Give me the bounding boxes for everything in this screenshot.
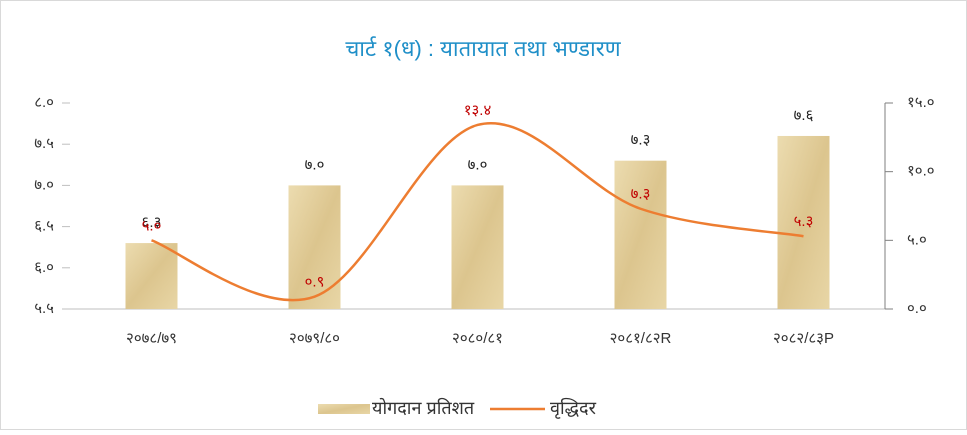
y2-tick-label: १५.० [907,94,935,111]
bar [614,160,667,309]
x-tick-label: २०७८/७९ [126,330,177,347]
line [151,122,804,302]
bar-value-label: ७.६ [794,107,814,124]
line-value-label: १३.४ [464,102,492,119]
legend-label: वृद्धिदर [550,397,597,419]
bar [288,185,341,309]
y-tick-label: ५.५ [34,300,54,317]
x-tick-label: २०८०/८१ [452,330,503,347]
y2-tick-label: ०.० [907,300,927,317]
chart-title: चार्ट १(ध) : यातायात तथा भण्डारण [345,36,621,61]
y2-tick-label: ५.० [907,231,927,248]
x-tick-label: २०७९/८० [289,330,340,347]
bar [777,135,830,309]
x-tick-label: २०८१/८२R [610,330,672,347]
y-tick-label: ८.० [34,94,54,111]
bar-value-label: ७.० [305,156,325,173]
bar [125,243,178,309]
y-tick-label: ७.० [34,176,54,193]
bar-value-label: ६.३ [142,214,162,231]
y-tick-label: ६.५ [34,218,54,235]
line-value-label: ७.३ [631,186,651,203]
line-value-label: ०.९ [305,274,325,291]
y2-tick-label: १०.० [907,163,935,180]
bar-value-label: ७.३ [631,132,651,149]
bar-value-label: ७.० [468,156,488,173]
y-tick-label: ६.० [34,259,54,276]
x-tick-label: २०८२/८३P [773,330,834,347]
y-tick-label: ७.५ [34,135,54,152]
legend-swatch [318,404,370,414]
line-value-label: ५.३ [794,213,814,230]
legend-label: योगदान प्रतिशत [372,397,475,418]
line-value-label: ५.० [142,217,162,234]
bar [451,185,504,309]
